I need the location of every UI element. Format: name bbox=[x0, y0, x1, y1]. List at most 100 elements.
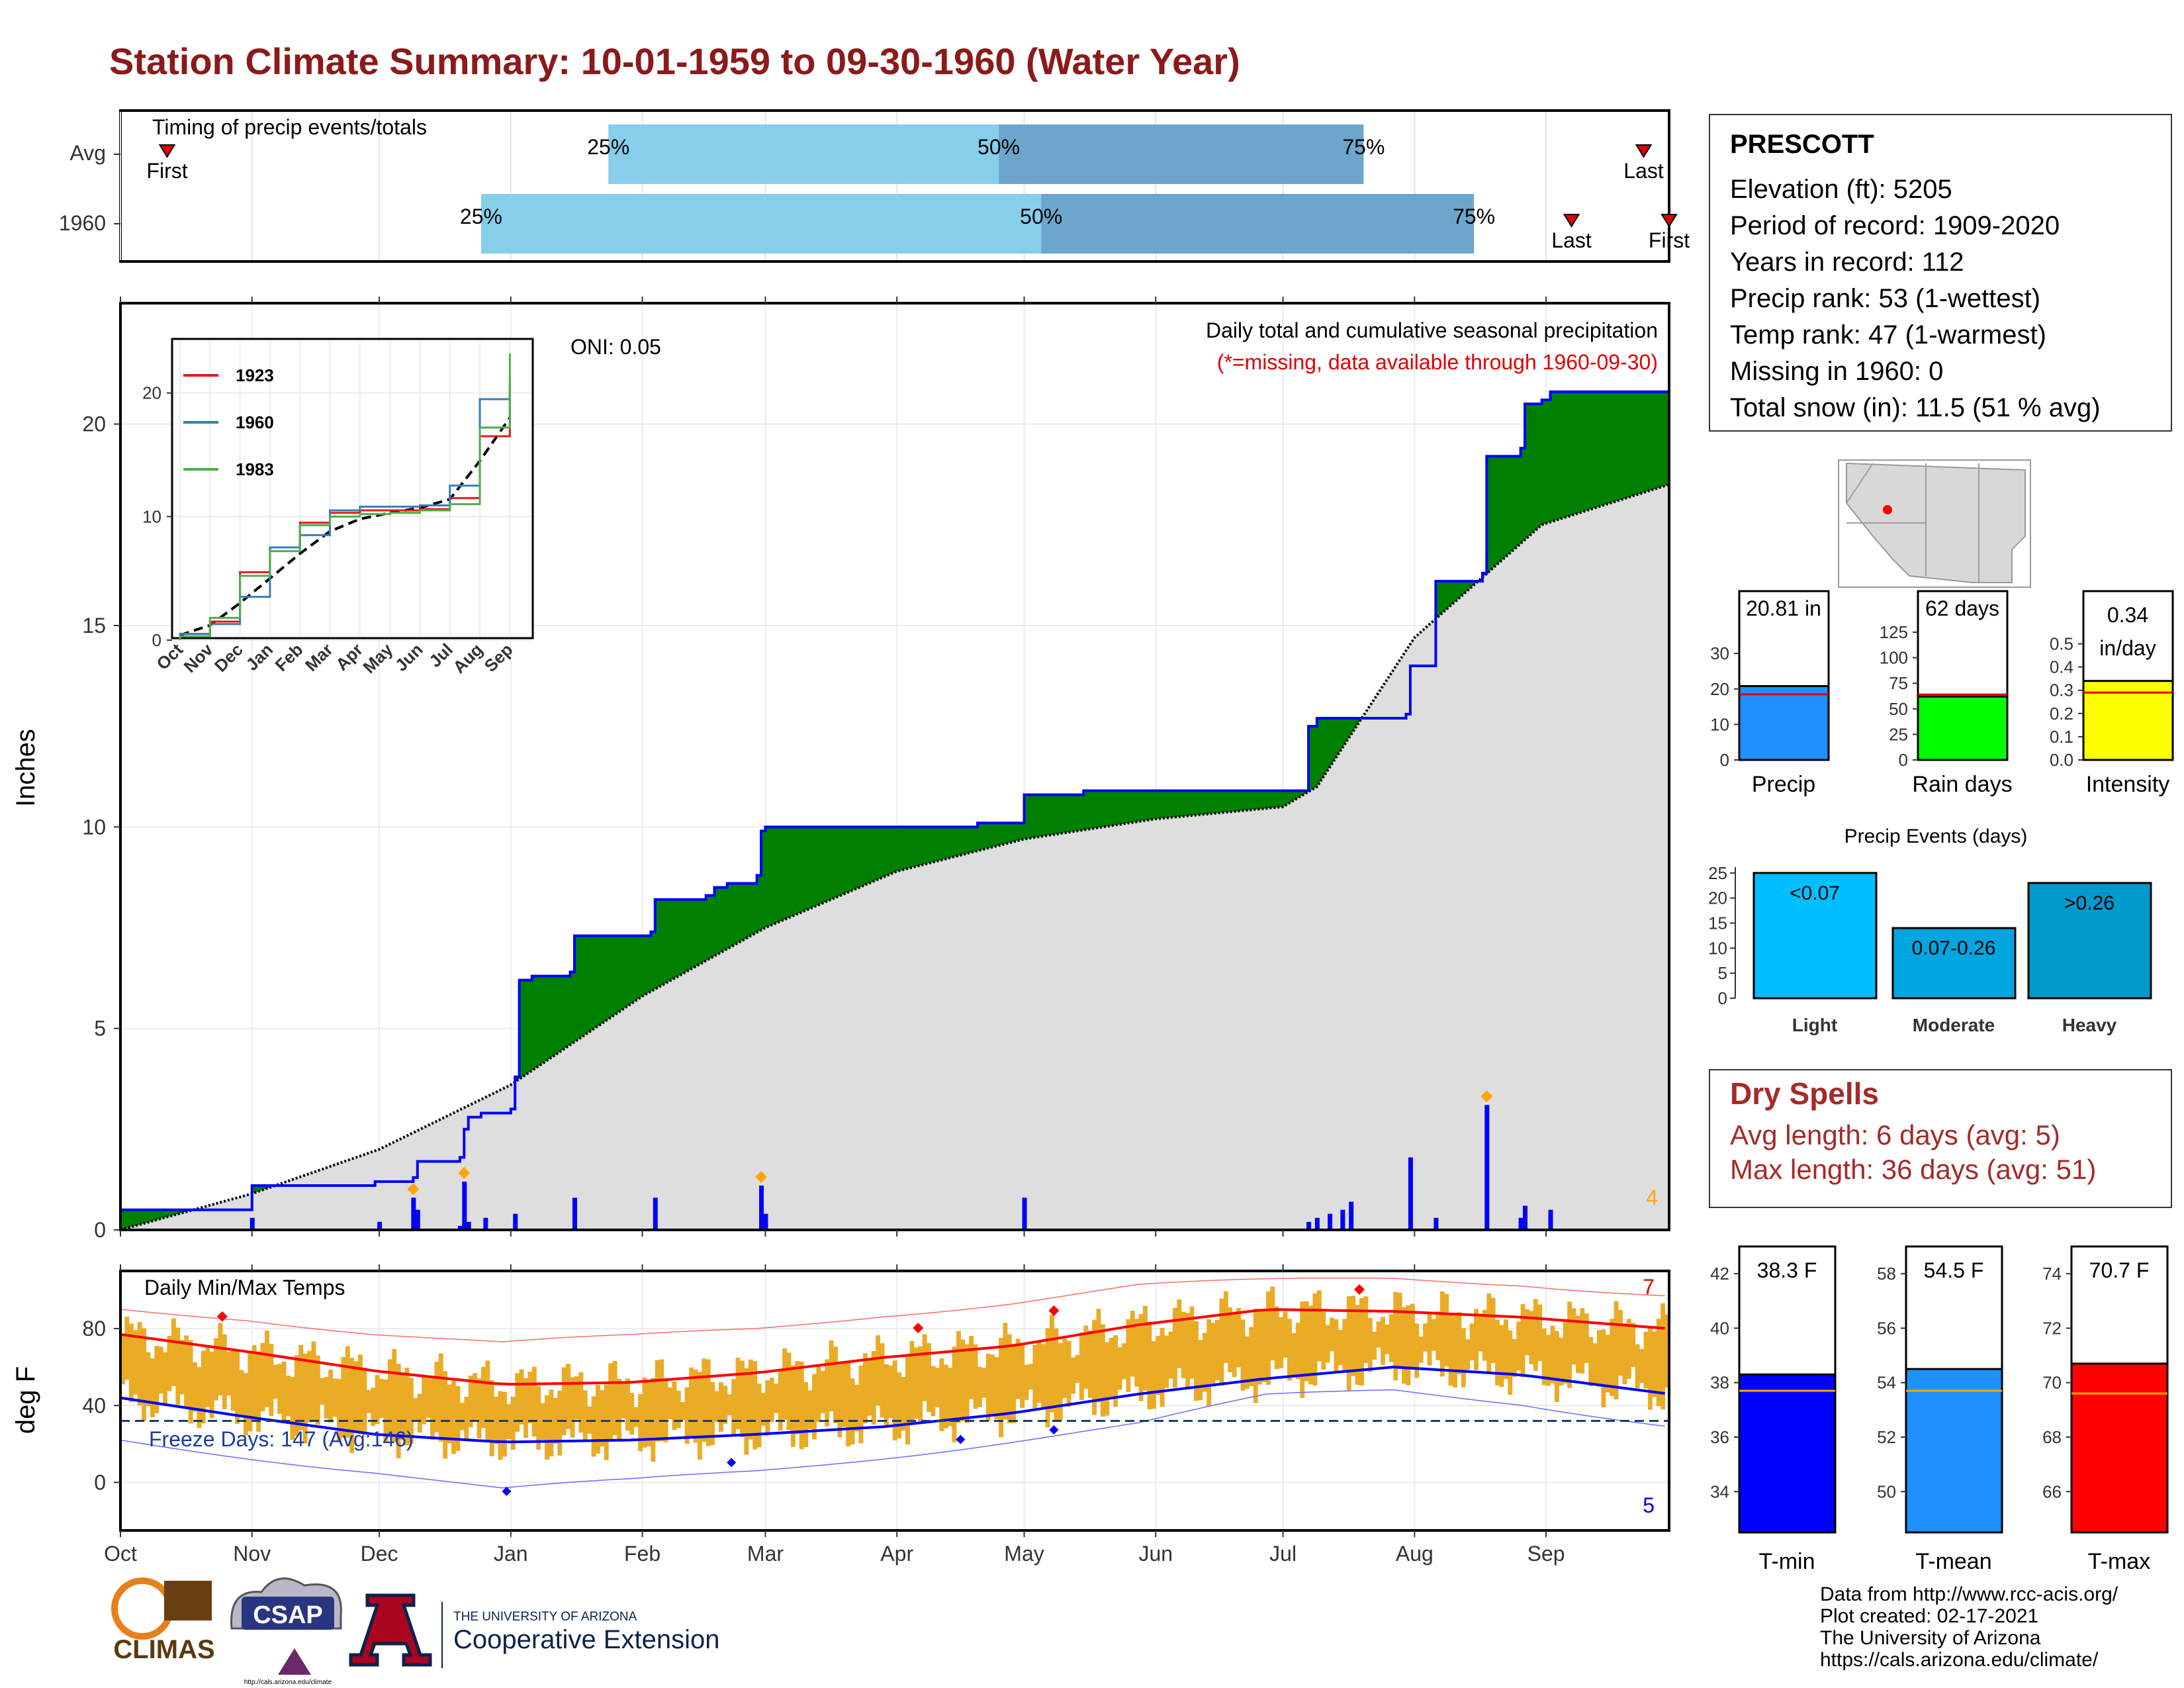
precip-surplus-slice bbox=[1334, 718, 1339, 761]
temp-daily-range-bar bbox=[1461, 1328, 1466, 1387]
temp-daily-range-bar bbox=[858, 1365, 864, 1444]
temp-daily-range-bar bbox=[128, 1323, 134, 1403]
precip-surplus-slice bbox=[1325, 718, 1330, 774]
temp-daily-range-bar bbox=[1198, 1340, 1203, 1401]
record-low-marker bbox=[727, 1458, 737, 1468]
temp-title: Daily Min/Max Temps bbox=[144, 1276, 345, 1299]
precip-ylabel: Inches bbox=[11, 729, 40, 807]
precip-avg-area bbox=[120, 484, 1669, 1230]
precip-surplus-slice bbox=[1151, 790, 1156, 820]
precip-surplus-slice bbox=[1529, 404, 1534, 536]
temp-daily-range-bar bbox=[1508, 1330, 1513, 1395]
temp-daily-range-bar bbox=[1075, 1354, 1080, 1383]
events-bar bbox=[1891, 927, 2017, 1000]
precip-surplus-slice bbox=[778, 827, 783, 923]
precip-surplus-slice bbox=[1215, 790, 1220, 814]
temp-daily-range-bar bbox=[1274, 1306, 1279, 1370]
precip-surplus-slice bbox=[587, 935, 592, 1034]
temp-daily-range-bar bbox=[1054, 1328, 1059, 1422]
precip-surplus-slice bbox=[646, 935, 651, 994]
precip-surplus-slice bbox=[1003, 823, 1008, 845]
timing-mask bbox=[106, 199, 119, 261]
month-label: Jan bbox=[494, 1542, 528, 1566]
precip-surplus-slice bbox=[1066, 794, 1071, 833]
precip-surplus-slice bbox=[1011, 823, 1017, 843]
temp-daily-range-bar bbox=[909, 1340, 915, 1425]
precip-surplus-slice bbox=[1105, 790, 1110, 827]
temp-frame bbox=[119, 1270, 1670, 1532]
timing-label-25: 25% bbox=[460, 205, 502, 228]
credit-line-university: The University of Arizona bbox=[1820, 1627, 2041, 1649]
precip-surplus-slice bbox=[1193, 790, 1199, 816]
events-ytick-label: 10 bbox=[1708, 938, 1727, 958]
precip-surplus-slice bbox=[689, 899, 694, 970]
temp-daily-range-bar bbox=[553, 1397, 558, 1444]
precip-surplus-slice bbox=[566, 976, 571, 1048]
temp-daily-range-bar bbox=[1261, 1309, 1267, 1382]
precip-surplus-slice bbox=[790, 827, 796, 917]
temp-daily-range-bar bbox=[985, 1353, 991, 1421]
precip-daily-bar bbox=[1328, 1213, 1333, 1230]
temp-daily-range-bar bbox=[489, 1380, 494, 1456]
temp-daily-range-bar bbox=[387, 1359, 392, 1437]
dry-spells-max: Max length: 36 days (avg: 51) bbox=[1730, 1154, 2097, 1185]
timing-title: Timing of precip events/totals bbox=[152, 115, 427, 139]
events-ytick-label: 0 bbox=[1718, 988, 1727, 1008]
temp-daily-range-bar bbox=[978, 1366, 982, 1407]
temp-daily-range-bar bbox=[379, 1378, 384, 1419]
temp-daily-range-bar bbox=[167, 1335, 172, 1391]
temp-daily-range-bar bbox=[1550, 1325, 1555, 1383]
precip-events-chart: Precip Events (days) 0 5 10 15 20 25 <0.07 Ligh… bbox=[1708, 825, 2152, 1035]
precip-surplus-slice bbox=[905, 827, 911, 870]
temp-daily-range-bar bbox=[1257, 1309, 1263, 1385]
precip-surplus-slice bbox=[752, 883, 758, 935]
precip-surplus-slice bbox=[1096, 790, 1101, 828]
temp-bar-value bbox=[1738, 1373, 1837, 1534]
temp-bar-ytick-label: 70 bbox=[2042, 1373, 2062, 1393]
mini-bar-value-text: 62 days bbox=[1925, 596, 1999, 620]
temp-daily-range-bar bbox=[621, 1382, 626, 1419]
temp-daily-range-bar bbox=[1334, 1319, 1339, 1372]
temp-daily-range-bar bbox=[1588, 1336, 1594, 1387]
temp-daily-range-bar bbox=[366, 1389, 371, 1413]
temp-bar-value bbox=[2070, 1362, 2169, 1534]
precip-daily-max-marker bbox=[407, 1183, 420, 1196]
temp-daily-range-bar bbox=[455, 1385, 461, 1451]
precip-surplus-slice bbox=[1054, 794, 1059, 835]
temp-daily-range-bar bbox=[934, 1368, 940, 1408]
events-bar-text: <0.07 bbox=[1790, 882, 1840, 904]
temp-daily-range-bar bbox=[973, 1344, 978, 1409]
events-ytick-label: 5 bbox=[1718, 963, 1727, 983]
precip-surplus-slice bbox=[1032, 794, 1038, 838]
temp-daily-range-bar bbox=[286, 1375, 291, 1417]
precip-surplus-slice bbox=[561, 976, 567, 1051]
precip-surplus-slice bbox=[625, 935, 630, 1008]
mini-bar-ytick-label: 0.4 bbox=[2050, 657, 2073, 677]
precip-surplus-slice bbox=[540, 976, 545, 1065]
precip-surplus-slice bbox=[1550, 391, 1555, 522]
timing-last-marker bbox=[1563, 214, 1580, 228]
temp-daily-range-bar bbox=[1083, 1325, 1089, 1389]
temp-daily-range-bar bbox=[392, 1348, 397, 1442]
precip-surplus-slice bbox=[1525, 404, 1530, 540]
precip-surplus-slice bbox=[948, 827, 953, 859]
temp-daily-range-bar bbox=[1499, 1325, 1504, 1387]
temp-daily-range-bar bbox=[960, 1339, 966, 1422]
temp-daily-range-bar bbox=[494, 1396, 499, 1444]
precip-surplus-slice bbox=[876, 827, 881, 881]
precip-surplus-slice bbox=[1575, 391, 1580, 514]
precip-surplus-slice bbox=[1181, 790, 1186, 817]
temp-daily-range-bar bbox=[1253, 1308, 1258, 1403]
temp-daily-range-bar bbox=[816, 1366, 821, 1423]
precip-surplus-slice bbox=[1554, 391, 1559, 521]
precip-ytick-label: 15 bbox=[82, 614, 106, 637]
precip-panel: 0 5 10 15 20 Daily total and cumulative seas… bbox=[11, 297, 1670, 1242]
temp-daily-range-bar bbox=[1529, 1311, 1534, 1364]
temp-daily-range-bar bbox=[120, 1334, 125, 1385]
precip-surplus-slice bbox=[748, 883, 753, 937]
temp-daily-range-bar bbox=[1143, 1305, 1148, 1391]
temp-bar-label: T-min bbox=[1759, 1549, 1815, 1574]
temp-daily-range-bar bbox=[1210, 1323, 1216, 1387]
precip-surplus-slice bbox=[1219, 790, 1224, 813]
precip-surplus-slice bbox=[1279, 790, 1284, 808]
